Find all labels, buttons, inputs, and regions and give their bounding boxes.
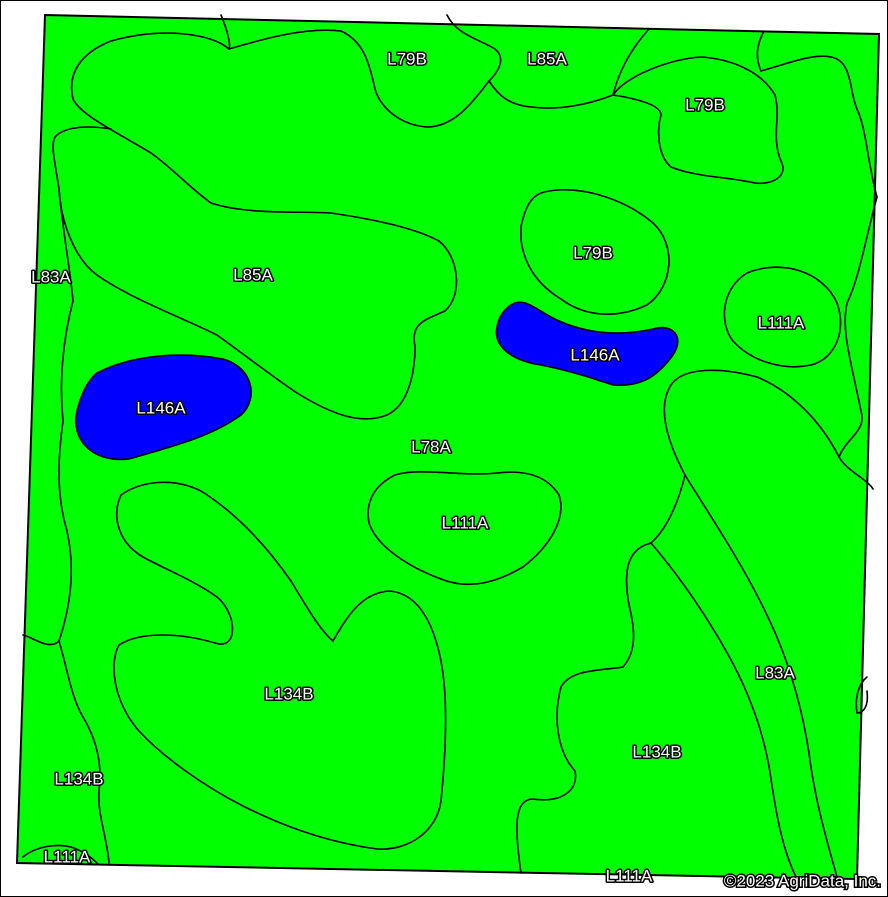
boundary-right-edge (855, 676, 869, 714)
label-l79b-center: L79B (573, 244, 613, 263)
boundary-bottom-left-b (22, 844, 98, 864)
boundary-top-right-b (756, 32, 878, 198)
boundary-right-c (650, 542, 798, 880)
boundary-top-center (488, 28, 650, 109)
label-l111a-right: L111A (758, 314, 805, 333)
boundary-bottom-left (58, 640, 110, 864)
boundary-center-oval (520, 189, 670, 315)
boundary-center-lower (516, 474, 686, 874)
label-l134b-center: L134B (264, 685, 313, 704)
water-polygon-left (75, 354, 252, 461)
label-l111a-bottom-left: L111A (44, 848, 91, 867)
field-polygon (15, 13, 881, 881)
boundary-lower-left (113, 481, 447, 850)
label-l134b-right: L134B (632, 743, 681, 762)
label-l134b-left: L134B (54, 770, 103, 789)
boundary-right-b (663, 369, 840, 878)
label-l85a-left: L85A (233, 266, 273, 285)
label-l79b-top: L79B (387, 50, 427, 69)
soil-boundaries (22, 14, 878, 880)
label-l146a-center: L146A (570, 346, 620, 365)
boundary-center-region (367, 471, 562, 586)
boundary-top-right (612, 56, 784, 185)
soil-labels: L79B L85A L79B L79B L83A L85A L111A L146… (30, 48, 807, 887)
label-l79b-top-right: L79B (685, 96, 725, 115)
label-l83a-left: L83A (31, 268, 71, 287)
water-polygon-center (495, 301, 679, 387)
label-l85a-top: L85A (527, 50, 567, 69)
boundary-top-left-b (228, 14, 502, 128)
label-l78a-center: L78A (411, 438, 451, 457)
boundary-top-left (52, 14, 458, 420)
label-l111a-center: L111A (442, 514, 489, 533)
boundary-right (838, 196, 878, 490)
copyright-notice: ©2023 AgriData, Inc. (724, 872, 881, 891)
label-l83a-right: L83A (755, 664, 795, 683)
boundary-right-oval (723, 266, 842, 368)
label-l111a-bottom: L111A (606, 867, 653, 886)
label-l146a-left: L146A (136, 399, 186, 418)
